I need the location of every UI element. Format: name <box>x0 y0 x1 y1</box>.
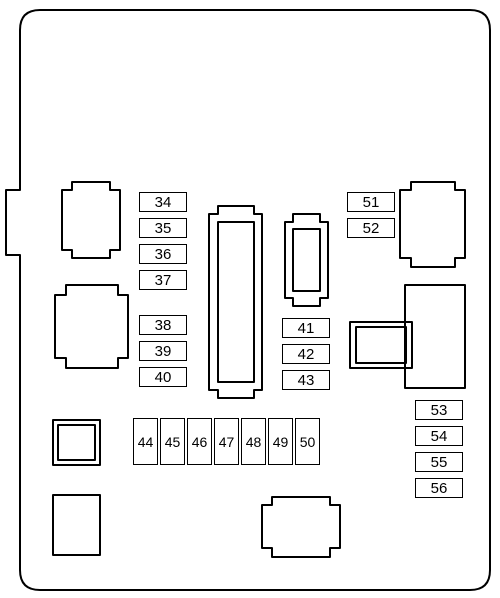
fuse-51: 51 <box>347 192 395 212</box>
fuse-53: 53 <box>415 400 463 420</box>
fuse-34: 34 <box>139 192 187 212</box>
fuse-54: 54 <box>415 426 463 446</box>
fuse-43: 43 <box>282 370 330 390</box>
fuse-label: 42 <box>298 347 315 362</box>
relay-mid-left <box>55 285 128 368</box>
fuse-45: 45 <box>160 418 185 465</box>
fuse-55: 55 <box>415 452 463 472</box>
block-mid-right <box>350 322 412 368</box>
relay-top-right <box>400 182 465 267</box>
fuse-41: 41 <box>282 318 330 338</box>
fuse-52: 52 <box>347 218 395 238</box>
block-bot-left-2 <box>53 495 100 555</box>
fuse-label: 48 <box>246 435 262 449</box>
fuse-42: 42 <box>282 344 330 364</box>
fuse-label: 49 <box>273 435 289 449</box>
fuse-label: 46 <box>192 435 208 449</box>
fuse-label: 44 <box>138 435 154 449</box>
connector-center-mid <box>285 214 328 306</box>
fuse-label: 53 <box>431 403 448 418</box>
panel-right <box>405 285 465 388</box>
fuse-label: 37 <box>155 273 172 288</box>
fuse-label: 41 <box>298 321 315 336</box>
fuse-label: 51 <box>363 195 380 210</box>
fuse-label: 43 <box>298 373 315 388</box>
fuse-49: 49 <box>268 418 293 465</box>
fuse-38: 38 <box>139 315 187 335</box>
fuse-label: 38 <box>155 318 172 333</box>
fuse-label: 45 <box>165 435 181 449</box>
fuse-44: 44 <box>133 418 158 465</box>
fuse-label: 35 <box>155 221 172 236</box>
fuse-label: 47 <box>219 435 235 449</box>
fuse-label: 56 <box>431 481 448 496</box>
fuse-56: 56 <box>415 478 463 498</box>
fuse-36: 36 <box>139 244 187 264</box>
block-bot-left-1 <box>53 420 100 465</box>
fuse-label: 55 <box>431 455 448 470</box>
fuse-label: 54 <box>431 429 448 444</box>
fuse-label: 50 <box>300 435 316 449</box>
relay-top-left <box>62 182 120 258</box>
connector-center-tall <box>209 206 262 398</box>
connector-bottom-center <box>262 497 340 557</box>
fuse-46: 46 <box>187 418 212 465</box>
fuse-40: 40 <box>139 367 187 387</box>
fuse-label: 36 <box>155 247 172 262</box>
fuse-48: 48 <box>241 418 266 465</box>
fuse-35: 35 <box>139 218 187 238</box>
fuse-37: 37 <box>139 270 187 290</box>
fuse-label: 40 <box>155 370 172 385</box>
fuse-box-diagram: 34 35 36 37 38 39 40 41 42 43 44 45 46 47 48 49 50 51 52 53… <box>0 0 500 598</box>
fuse-label: 52 <box>363 221 380 236</box>
fuse-50: 50 <box>295 418 320 465</box>
enclosure-outline <box>6 10 490 590</box>
diagram-svg <box>0 0 500 598</box>
fuse-label: 39 <box>155 344 172 359</box>
fuse-label: 34 <box>155 195 172 210</box>
fuse-47: 47 <box>214 418 239 465</box>
fuse-39: 39 <box>139 341 187 361</box>
